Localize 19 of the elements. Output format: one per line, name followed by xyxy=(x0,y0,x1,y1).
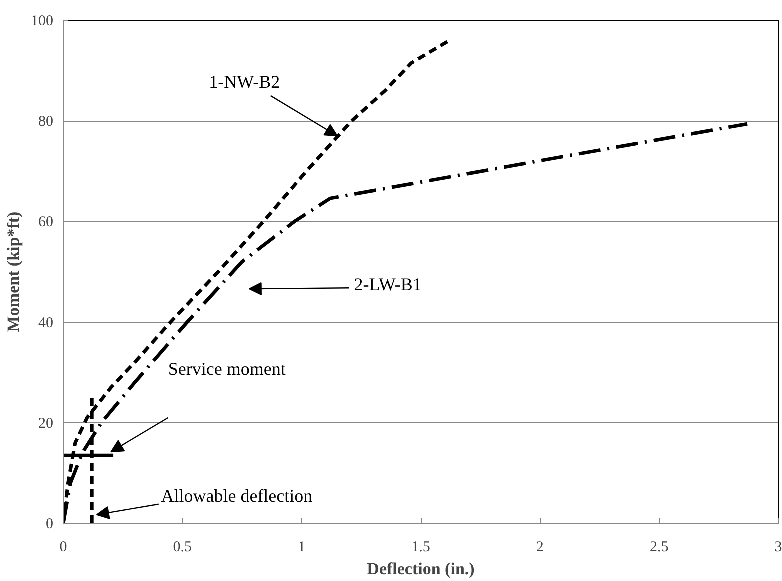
x-tick-label: 2 xyxy=(536,540,544,556)
annotation: 1-NW-B2 xyxy=(209,72,280,92)
y-axis-title: Moment (kip*ft) xyxy=(4,212,23,332)
y-tick-label: 60 xyxy=(38,214,54,231)
x-axis-title: Deflection (in.) xyxy=(367,560,475,578)
y-tick-label: 0 xyxy=(46,516,54,532)
x-tick-label: 3 xyxy=(774,540,782,556)
x-tick-label: 2.5 xyxy=(650,540,669,556)
annotation: Service moment xyxy=(168,359,286,380)
y-tick-label: 80 xyxy=(38,114,54,130)
x-tick-label: 0.5 xyxy=(173,540,192,556)
y-tick-label: 20 xyxy=(38,416,54,432)
x-tick-label: 1 xyxy=(298,540,306,556)
annotation: 2-LW-B1 xyxy=(354,274,422,295)
y-tick-label: 40 xyxy=(38,315,54,332)
x-tick-label: 0 xyxy=(60,540,68,556)
y-tick-label: 100 xyxy=(31,14,54,30)
x-tick-label: 1.5 xyxy=(412,540,430,556)
annotation: Allowable deflection xyxy=(161,486,313,506)
